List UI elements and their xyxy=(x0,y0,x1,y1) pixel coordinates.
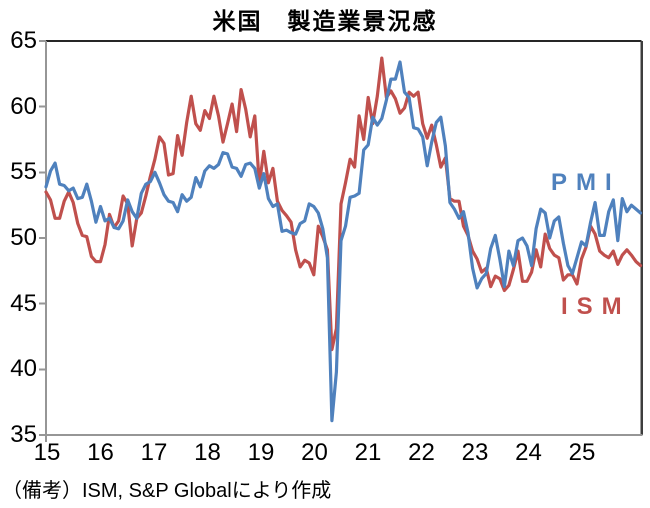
x-tick-label: 15 xyxy=(33,439,61,466)
y-tick-label: 60 xyxy=(10,92,37,120)
x-tick-label: 21 xyxy=(354,439,382,466)
source-footnote: （備考）ISM, S&P Globalにより作成 xyxy=(2,480,332,502)
y-tick-label: 40 xyxy=(10,355,37,383)
x-tick-label: 23 xyxy=(461,439,489,466)
chart-title: 米国 製造業景況感 xyxy=(212,8,438,34)
ism-line xyxy=(44,56,643,352)
x-tick-label: 18 xyxy=(194,439,221,466)
pmi-line xyxy=(44,60,643,423)
y-tick-label: 45 xyxy=(10,289,37,317)
x-tick-label: 20 xyxy=(301,439,328,466)
x-tick-label: 19 xyxy=(247,439,275,466)
y-tick-label: 50 xyxy=(10,224,37,251)
x-tick-label: 25 xyxy=(568,439,596,466)
x-tick-label: 24 xyxy=(515,439,542,466)
x-tick-label: 16 xyxy=(87,439,114,466)
legend-ism-label: ISM xyxy=(561,293,631,320)
x-tick-label: 17 xyxy=(140,439,168,466)
y-tick-label: 65 xyxy=(10,27,37,54)
y-tick-label: 35 xyxy=(10,421,37,448)
y-tick-label: 55 xyxy=(10,158,37,186)
x-tick-label: 22 xyxy=(408,439,435,466)
legend-pmi-label: PMI xyxy=(551,169,621,196)
